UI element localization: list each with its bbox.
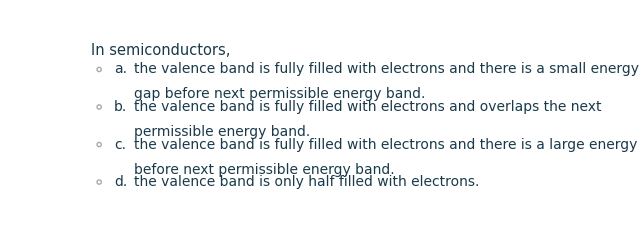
Text: a.: a. <box>114 62 127 76</box>
Text: the valence band is only half filled with electrons.: the valence band is only half filled wit… <box>134 175 480 189</box>
Text: In semiconductors,: In semiconductors, <box>91 44 230 59</box>
Text: before next permissible energy band.: before next permissible energy band. <box>134 162 395 176</box>
Text: b.: b. <box>114 100 127 114</box>
Text: the valence band is fully filled with electrons and there is a small energy: the valence band is fully filled with el… <box>134 62 639 76</box>
Text: d.: d. <box>114 175 127 189</box>
Text: c.: c. <box>114 138 126 151</box>
Text: permissible energy band.: permissible energy band. <box>134 125 310 139</box>
Text: the valence band is fully filled with electrons and overlaps the next: the valence band is fully filled with el… <box>134 100 602 114</box>
Text: gap before next permissible energy band.: gap before next permissible energy band. <box>134 88 426 102</box>
Text: the valence band is fully filled with electrons and there is a large energy gap: the valence band is fully filled with el… <box>134 138 642 151</box>
